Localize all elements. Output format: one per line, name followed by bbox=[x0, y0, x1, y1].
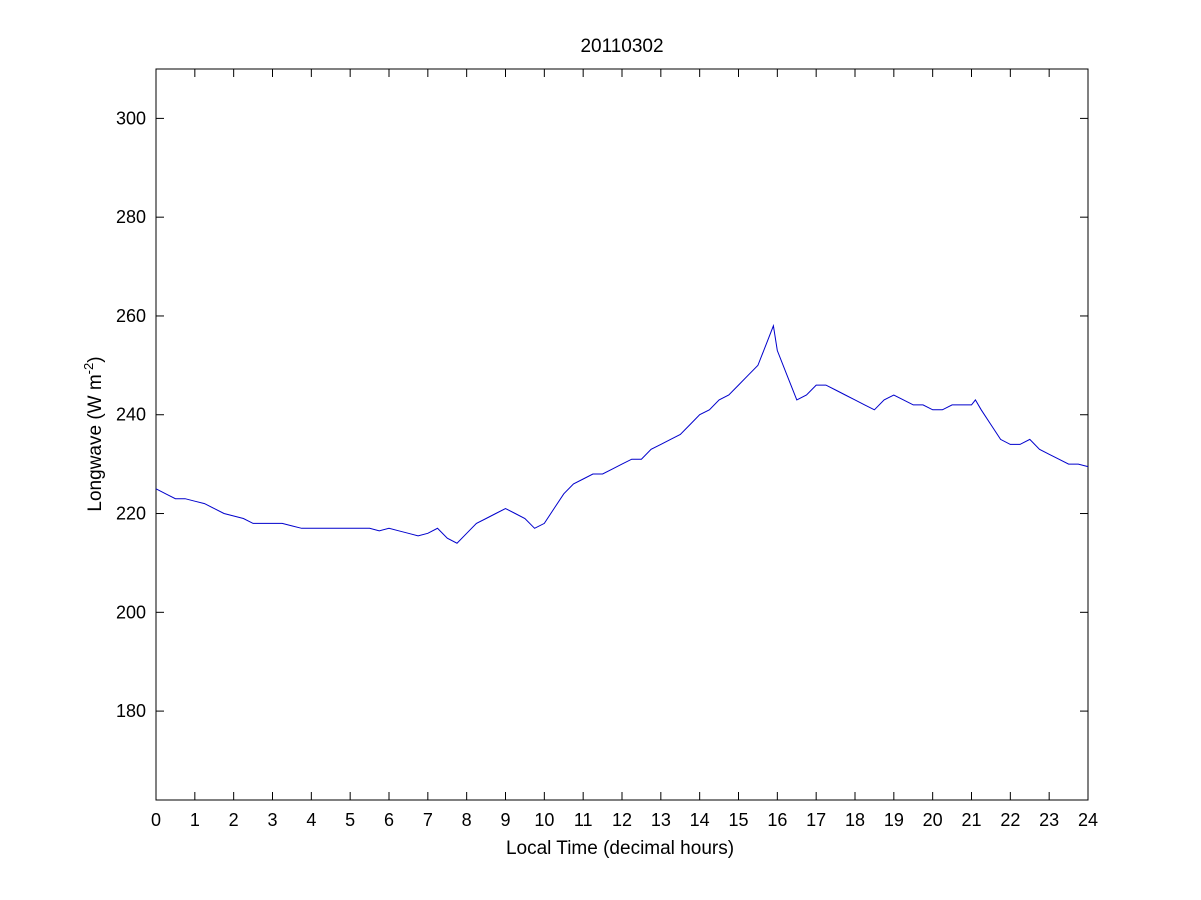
x-tick-label: 21 bbox=[961, 810, 981, 830]
plot-area bbox=[155, 68, 1089, 801]
x-tick-label: 7 bbox=[423, 810, 433, 830]
x-tick-label: 6 bbox=[384, 810, 394, 830]
x-tick-label: 8 bbox=[462, 810, 472, 830]
y-tick-label: 280 bbox=[116, 207, 146, 227]
y-tick-label: 260 bbox=[116, 306, 146, 326]
x-tick-label: 18 bbox=[845, 810, 865, 830]
x-tick-label: 3 bbox=[267, 810, 277, 830]
x-tick-label: 22 bbox=[1000, 810, 1020, 830]
x-tick-label: 11 bbox=[574, 810, 593, 830]
x-tick-label: 14 bbox=[690, 810, 710, 830]
y-tick-label: 180 bbox=[116, 701, 146, 721]
x-tick-label: 4 bbox=[306, 810, 316, 830]
x-tick-label: 15 bbox=[728, 810, 748, 830]
x-tick-label: 2 bbox=[229, 810, 239, 830]
series-line bbox=[155, 323, 1089, 544]
x-tick-label: 9 bbox=[500, 810, 510, 830]
x-tick-label: 10 bbox=[534, 810, 554, 830]
x-tick-label: 12 bbox=[612, 810, 632, 830]
x-tick-labels: 0 1 2 3 4 5 6 7 8 9 10 11 12 13 14 15 16 17 18 19 20 21 22 23 24 bbox=[151, 810, 1098, 830]
x-tick-label: 23 bbox=[1039, 810, 1059, 830]
y-tick-label: 240 bbox=[116, 405, 146, 425]
x-axis-label: Local Time (decimal hours) bbox=[506, 838, 734, 859]
y-tick-labels: 180 200 220 240 260 280 300 bbox=[116, 108, 146, 721]
chart-title: 20110302 bbox=[580, 36, 663, 57]
y-tick-label: 200 bbox=[116, 602, 146, 622]
x-tick-label: 13 bbox=[651, 810, 671, 830]
y-axis-label: Longwave (W m-2) bbox=[81, 356, 106, 511]
y-tick-label: 220 bbox=[116, 504, 146, 524]
x-tick-label: 1 bbox=[190, 810, 200, 830]
x-tick-label: 20 bbox=[923, 810, 943, 830]
y-axis-label-close: ) bbox=[85, 356, 106, 362]
y-axis-label-exponent: -2 bbox=[81, 363, 96, 375]
x-tick-label: 16 bbox=[767, 810, 787, 830]
y-tick-label: 300 bbox=[116, 108, 146, 128]
x-tick-label: 24 bbox=[1078, 810, 1098, 830]
x-tick-label: 19 bbox=[884, 810, 904, 830]
x-tick-label: 0 bbox=[151, 810, 161, 830]
axis-ticks bbox=[155, 69, 1089, 800]
x-tick-label: 17 bbox=[806, 810, 826, 830]
x-tick-label: 5 bbox=[345, 810, 355, 830]
y-axis-label-main: Longwave (W m bbox=[85, 374, 106, 511]
